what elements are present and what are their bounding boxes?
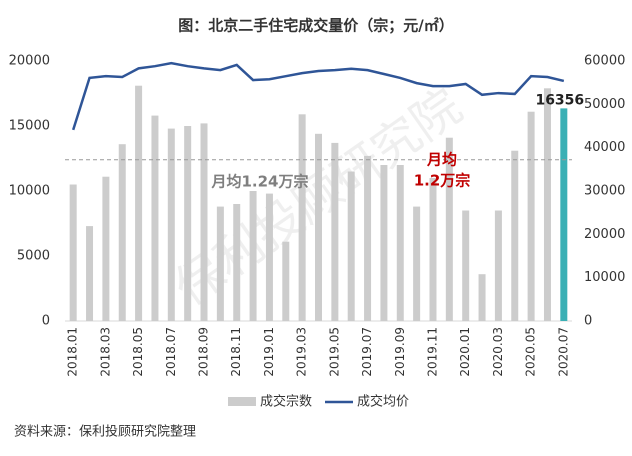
x-tick-label: 2018.11: [229, 327, 243, 377]
legend-label: 成交均价: [357, 394, 409, 410]
x-tick-label: 2020.07: [556, 327, 570, 377]
bar: [445, 137, 453, 321]
bar: [200, 123, 208, 322]
x-tick-label: 2020.01: [458, 327, 472, 377]
bar: [543, 88, 551, 321]
x-tick-label: 2020.03: [491, 327, 505, 377]
bar: [86, 226, 94, 321]
annotation: 1.2万宗: [414, 172, 471, 190]
bar: [102, 176, 110, 321]
x-tick-label: 2019.07: [360, 327, 374, 377]
y2-tick-label: 10000: [584, 270, 625, 285]
line: [71, 61, 565, 131]
annotation: 月均: [426, 151, 457, 169]
bar: [69, 184, 77, 321]
y2-tick-label: 20000: [584, 227, 625, 242]
bar: [462, 210, 470, 321]
bar: [478, 274, 486, 321]
x-tick-label: 2018.09: [197, 327, 211, 377]
bar: [511, 150, 519, 321]
bar: [184, 126, 192, 321]
y-tick-label: 15000: [9, 119, 50, 134]
x-tick-label: 2018.05: [131, 327, 145, 377]
chart-title: 图：北京二手住宅成交量价（宗；元/㎡）: [178, 17, 453, 35]
bar: [380, 165, 388, 321]
reference-label: 月均1.24万宗: [210, 172, 308, 190]
bar: [282, 241, 290, 321]
y2-tick-label: 0: [584, 314, 592, 329]
bar: [396, 165, 404, 321]
bar: [315, 133, 322, 321]
x-tick-label: 2019.03: [295, 327, 309, 377]
bar: [216, 206, 224, 321]
x-tick-label: 2018.01: [66, 327, 80, 377]
bar: [494, 210, 502, 321]
bar: [167, 128, 175, 321]
source: 资料来源：保利投顾研究院整理: [14, 424, 196, 440]
bar: [298, 114, 306, 321]
bar: [560, 108, 568, 321]
y2-tick-label: 50000: [584, 97, 625, 112]
bar: [527, 111, 535, 321]
bar: [429, 178, 437, 321]
y2-tick-label: 60000: [584, 54, 625, 69]
y-tick-label: 5000: [17, 249, 50, 264]
bar: [364, 155, 372, 321]
bar: [135, 85, 143, 321]
legend-label: 成交宗数: [260, 394, 312, 410]
bar: [413, 206, 421, 321]
bar: [331, 142, 339, 321]
y2-tick-label: 30000: [584, 184, 625, 199]
x-tick-label: 2019.05: [327, 327, 341, 377]
bar: [151, 115, 159, 321]
y-tick-label: 10000: [9, 184, 50, 199]
legend-swatch: [228, 397, 256, 406]
x-tick-label: 2019.11: [425, 327, 439, 377]
data-label: 16356: [535, 92, 584, 108]
bar: [347, 171, 355, 321]
bar: [233, 204, 241, 321]
bar: [118, 144, 126, 321]
bar: [249, 191, 257, 321]
x-tick-label: 2020.05: [524, 327, 538, 377]
y-tick-label: 20000: [9, 54, 50, 69]
y-tick-label: 0: [42, 314, 50, 329]
x-tick-label: 2019.01: [262, 327, 276, 377]
bar: [265, 193, 273, 321]
x-tick-label: 2019.09: [393, 327, 407, 377]
x-tick-label: 2018.07: [164, 327, 178, 377]
y2-tick-label: 40000: [584, 140, 625, 155]
x-tick-label: 2018.03: [98, 327, 112, 377]
